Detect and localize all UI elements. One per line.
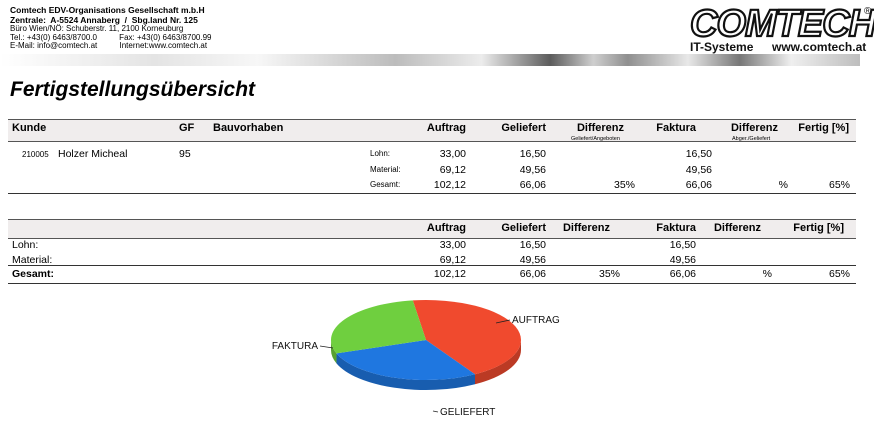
row-label: Material: (12, 254, 53, 266)
row-label: Gesamt: (370, 180, 401, 189)
pie-side-geliefert (336, 353, 476, 390)
col-faktura: Faktura (656, 222, 696, 234)
cell-fertig: 65% (828, 179, 850, 191)
cell-faktura: 66,06 (669, 268, 696, 280)
col-differenz2: Differenz (730, 122, 778, 134)
cell-auftrag: 33,00 (439, 239, 466, 251)
pie-leader-auftrag (495, 319, 511, 324)
col-geliefert: Geliefert (501, 122, 546, 134)
row-label: Lohn: (370, 149, 391, 158)
col-differenz: Differenz (562, 222, 610, 234)
table2-header (8, 219, 856, 239)
company-address: Comtech EDV-Organisations Gesellschaft m… (10, 6, 211, 51)
company-phone: Tel.: +43(0) 6463/8700.0 Fax: +43(0) 646… (10, 32, 212, 42)
table2-total-rule (8, 265, 856, 266)
company-name: Comtech EDV-Organisations Gesellschaft m… (10, 5, 205, 15)
cell-differenz: 35% (613, 179, 635, 191)
row-label: Lohn: (12, 239, 39, 251)
col-differenz2: Differenz (713, 222, 761, 234)
col-bauvorhaben: Bauvorhaben (213, 122, 284, 134)
comtech-logo: COMTECH ® (689, 2, 874, 42)
row-label-total: Gesamt: (12, 268, 55, 280)
pie-label-geliefert: GELIEFERT (440, 407, 495, 418)
col-gf: GF (179, 122, 195, 134)
registered-mark: ® (864, 6, 872, 17)
customer-number: 210005 (22, 150, 49, 159)
cell-geliefert: 66,06 (519, 268, 546, 280)
cell-auftrag: 69,12 (439, 254, 466, 266)
col-differenz-sub: Geliefert/Angeboten (571, 136, 620, 142)
pie-slice-auftrag (412, 300, 521, 375)
pie-slice-faktura (331, 300, 426, 354)
col-auftrag: Auftrag (426, 222, 466, 234)
page-title: Fertigstellungsübersicht (10, 78, 256, 101)
cell-auftrag: 102,12 (433, 268, 466, 280)
col-kunde: Kunde (12, 122, 47, 134)
cell-geliefert: 49,56 (519, 164, 546, 176)
logo-text: COMTECH (690, 3, 874, 42)
cell-differenz2: % (778, 179, 788, 191)
cell-faktura: 66,06 (685, 179, 712, 191)
pie-label-faktura: FAKTURA (272, 341, 318, 352)
cell-geliefert: 49,56 (519, 254, 546, 266)
pie-slice-geliefert (336, 340, 476, 380)
pie-leader-faktura (319, 345, 334, 349)
col-fertig: Fertig [%] (793, 222, 844, 234)
cell-geliefert: 16,50 (519, 148, 546, 160)
col-differenz2-sub: Abger./Geliefert (732, 136, 771, 142)
customer-name: Holzer Micheal (58, 148, 128, 160)
cell-faktura: 49,56 (669, 254, 696, 266)
cell-faktura: 16,50 (685, 148, 712, 160)
table1-bottom-rule (8, 193, 856, 194)
pie-leader-geliefert (432, 410, 439, 413)
cell-faktura: 16,50 (669, 239, 696, 251)
cell-fertig: 65% (828, 268, 850, 280)
col-auftrag: Auftrag (426, 122, 466, 134)
cell-auftrag: 69,12 (439, 164, 466, 176)
logo-url: www.comtech.at (772, 40, 867, 54)
cell-differenz: 35% (598, 268, 620, 280)
cell-auftrag: 102,12 (433, 179, 466, 191)
table2-bottom-rule (8, 283, 856, 284)
row-label: Material: (370, 165, 401, 174)
pie-label-auftrag: AUFTRAG (512, 315, 560, 326)
col-faktura: Faktura (656, 122, 696, 134)
cell-auftrag: 33,00 (439, 148, 466, 160)
cell-geliefert: 16,50 (519, 239, 546, 251)
table1-header (8, 119, 856, 142)
logo-subtitle: IT-Systeme (690, 40, 754, 54)
pie-side-faktura (331, 340, 337, 364)
cell-geliefert: 66,06 (519, 179, 546, 191)
company-email: E-Mail: info@comtech.at Internet:www.com… (10, 41, 208, 51)
pie-side-auftrag (475, 340, 521, 385)
col-fertig: Fertig [%] (798, 122, 849, 134)
col-differenz: Differenz (576, 122, 624, 134)
cell-faktura: 49,56 (685, 164, 712, 176)
header-banner-image (0, 54, 860, 66)
customer-gf: 95 (179, 148, 191, 160)
col-geliefert: Geliefert (501, 222, 546, 234)
pie-chart: AUFTRAG GELIEFERT FAKTURA (272, 300, 560, 418)
company-office: Büro Wien/NÖ: Schuberstr. 11, 2100 Korne… (10, 24, 184, 34)
company-hq: Zentrale: A-5524 Annaberg / Sbg.land Nr.… (10, 14, 198, 25)
cell-differenz2: % (762, 268, 772, 280)
